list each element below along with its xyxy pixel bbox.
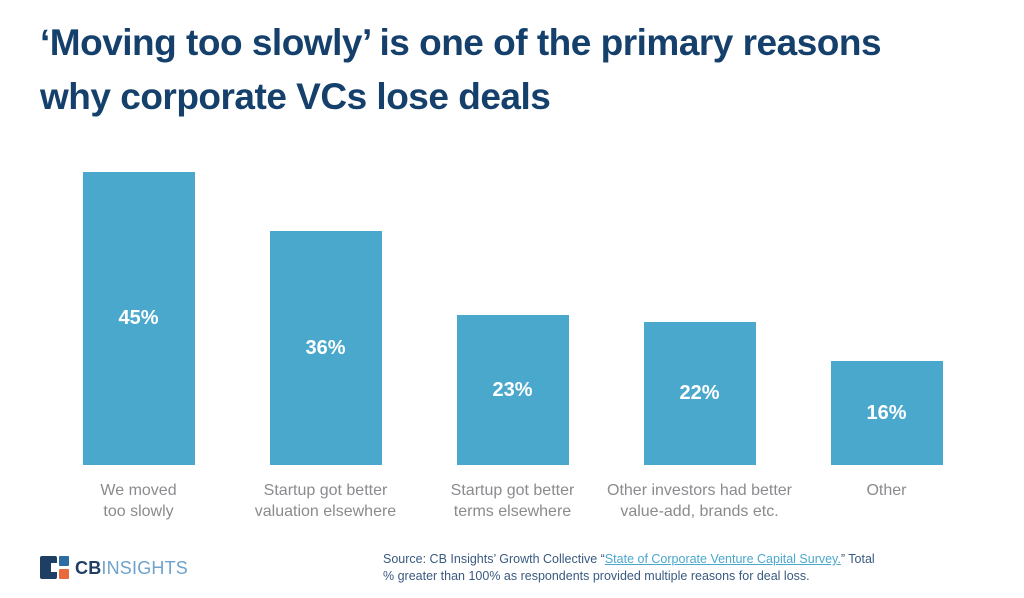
logo-c-block (40, 556, 57, 579)
bar-group: 16% Other (793, 172, 980, 522)
logo-insights-label: INSIGHTS (101, 557, 189, 578)
bar: 22% (643, 322, 756, 465)
bar-chart: 45% We moved too slowly 36% Startup got bet… (45, 172, 981, 522)
bar: 45% (82, 172, 195, 465)
bar: 16% (830, 361, 943, 465)
bar-area: 45% (45, 172, 232, 465)
category-label: Startup got better terms elsewhere (450, 482, 575, 520)
source-note: Source: CB Insights’ Growth Collective “… (383, 551, 888, 585)
logo-c-notch (51, 563, 57, 572)
bar-value-label: 45% (118, 307, 159, 329)
bar-value-label: 16% (866, 401, 907, 424)
category-label: Other (866, 482, 907, 499)
cbinsights-logo-icon (40, 556, 69, 579)
category-label: Startup got better valuation elsewhere (254, 482, 397, 520)
category-label: We moved too slowly (100, 482, 177, 520)
source-survey-link[interactable]: State of Corporate Venture Capital Surve… (604, 552, 841, 566)
bar-value-label: 23% (492, 378, 533, 401)
cbinsights-logo-text: CBINSIGHTS (75, 559, 188, 577)
logo-blue-square (59, 556, 69, 566)
bar-group: 36% Startup got better valuation elsewher… (232, 172, 419, 522)
chart-columns: 45% We moved too slowly 36% Startup got bet… (45, 172, 981, 522)
bar-group: 23% Startup got better terms elsewhere (419, 172, 606, 522)
bar-area: 23% (419, 172, 606, 465)
source-prefix: Source: CB Insights’ Growth Collective “ (383, 552, 605, 566)
bar-group: 45% We moved too slowly (45, 172, 232, 522)
bar: 36% (269, 231, 382, 465)
bar-group: 22% Other investors had better value-add,… (606, 172, 793, 522)
source-suffix: ” Total % greater than 100% as responden… (383, 552, 875, 583)
bar-value-label: 22% (679, 382, 720, 404)
bar: 23% (456, 315, 569, 465)
category-label: Other investors had better value-add, br… (607, 482, 792, 520)
cbinsights-logo: CBINSIGHTS (40, 556, 188, 579)
bar-value-label: 36% (305, 336, 346, 359)
bar-area: 16% (793, 172, 980, 465)
chart-title: ‘Moving too slowly’ is one of the primar… (40, 22, 882, 117)
bar-area: 22% (606, 172, 793, 465)
bar-area: 36% (232, 172, 419, 465)
logo-cb-label: CB (75, 557, 102, 578)
logo-orange-square (59, 569, 69, 579)
